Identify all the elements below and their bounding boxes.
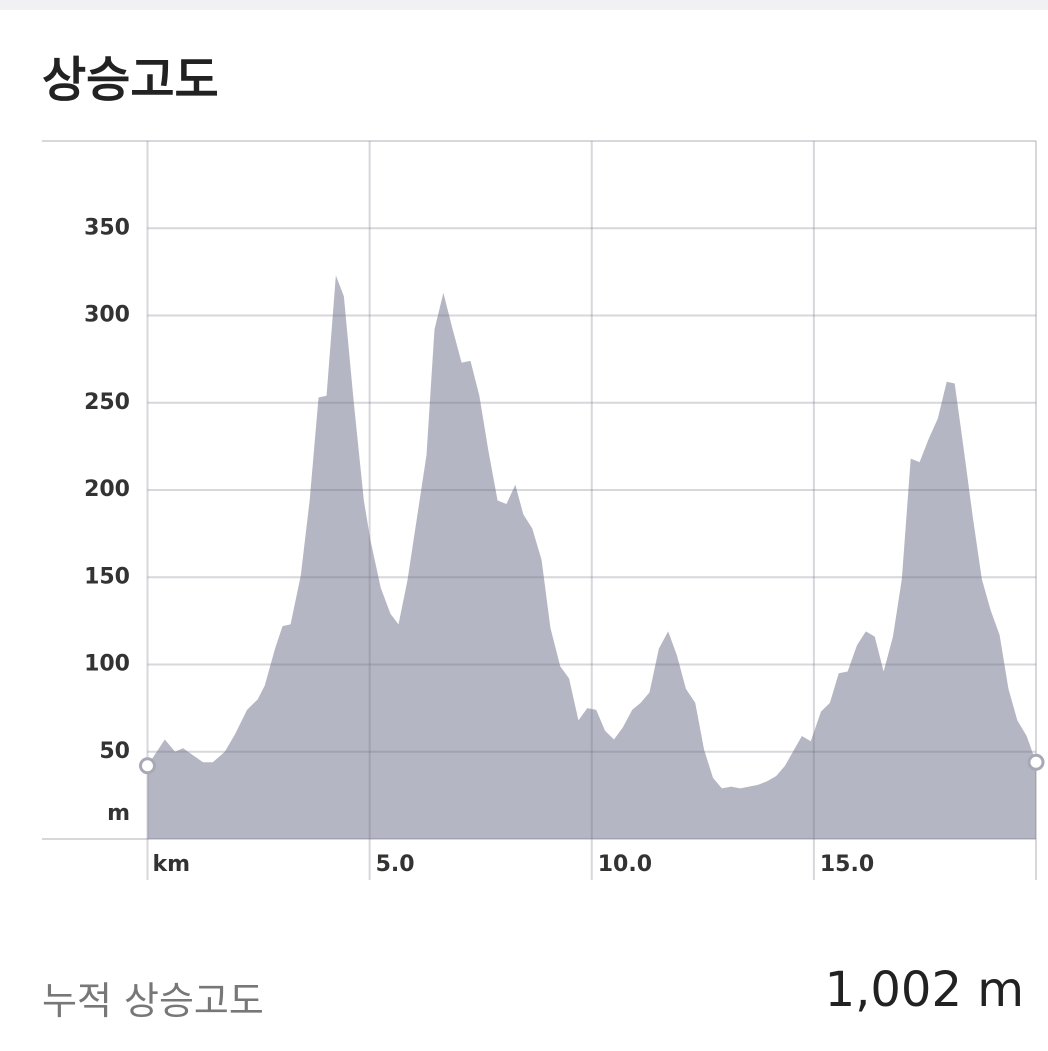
elevation-area — [147, 275, 1036, 839]
y-tick-label: 150 — [84, 564, 130, 589]
end-marker — [139, 757, 156, 775]
y-tick-label: 200 — [84, 477, 130, 502]
x-unit: km — [153, 852, 191, 877]
y-tick-label: 300 — [84, 303, 130, 328]
y-tick-label: 100 — [84, 652, 130, 677]
x-tick-label: 10.0 — [598, 852, 652, 877]
y-tick-label: 250 — [84, 390, 130, 415]
x-tick-label: 15.0 — [820, 852, 874, 877]
top-strip — [0, 0, 1048, 10]
x-tick-label: 5.0 — [376, 852, 415, 877]
end-marker — [1027, 753, 1045, 771]
y-unit: m — [107, 801, 130, 826]
summary-value: 1,002 m — [824, 962, 1024, 1018]
y-tick-label: 50 — [99, 739, 130, 764]
title: 상승고도 — [42, 52, 219, 108]
y-tick-label: 350 — [84, 215, 130, 240]
summary-label: 누적 상승고도 — [42, 979, 264, 1023]
